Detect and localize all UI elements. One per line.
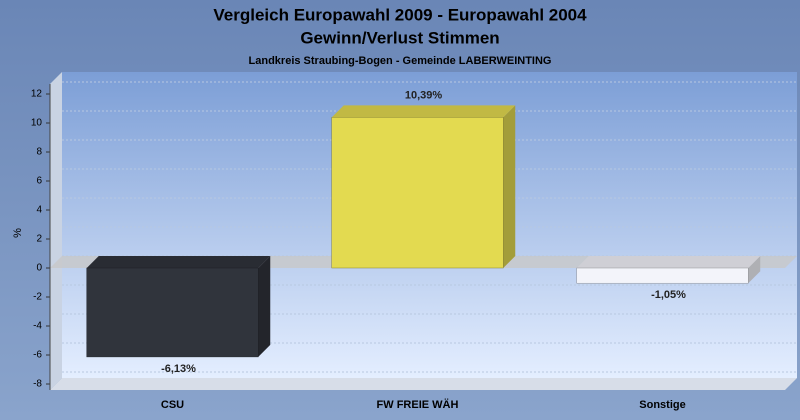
y-tick-label: -6 <box>33 350 42 361</box>
x-tick-label: CSU <box>161 399 184 411</box>
side-wall <box>50 72 62 390</box>
value-label: -6,13% <box>161 363 196 375</box>
y-tick-label: 8 <box>36 147 42 158</box>
y-tick-label: -2 <box>33 292 42 303</box>
value-label: -1,05% <box>651 289 686 301</box>
y-tick-label: -8 <box>33 379 42 390</box>
floor <box>50 378 797 390</box>
bar <box>86 267 259 358</box>
bar-side <box>258 256 271 357</box>
x-tick-label: Sonstige <box>639 399 685 411</box>
bar <box>331 117 504 269</box>
y-tick-label: 0 <box>36 263 42 274</box>
chart-title: Vergleich Europawahl 2009 - Europawahl 2… <box>213 5 587 24</box>
bar-side <box>748 256 761 284</box>
bar-top <box>331 105 516 118</box>
chart-subtitle: Gewinn/Verlust Stimmen <box>300 28 499 47</box>
bar-top <box>86 256 271 268</box>
chart-caption: Landkreis Straubing-Bogen - Gemeinde LAB… <box>249 55 552 67</box>
bar <box>576 267 749 284</box>
x-tick-label: FW FREIE WÄH <box>377 398 459 411</box>
y-tick-label: 4 <box>36 205 42 216</box>
bar-side <box>503 105 516 268</box>
y-tick-label: 12 <box>31 89 43 100</box>
value-label: 10,39% <box>405 89 443 101</box>
y-tick-label: 2 <box>36 234 42 245</box>
bar-top <box>576 256 761 268</box>
y-tick-label: 10 <box>31 118 43 129</box>
y-tick-label: -4 <box>33 321 42 332</box>
y-tick-label: 6 <box>36 176 42 187</box>
y-axis-label: % <box>12 228 24 238</box>
